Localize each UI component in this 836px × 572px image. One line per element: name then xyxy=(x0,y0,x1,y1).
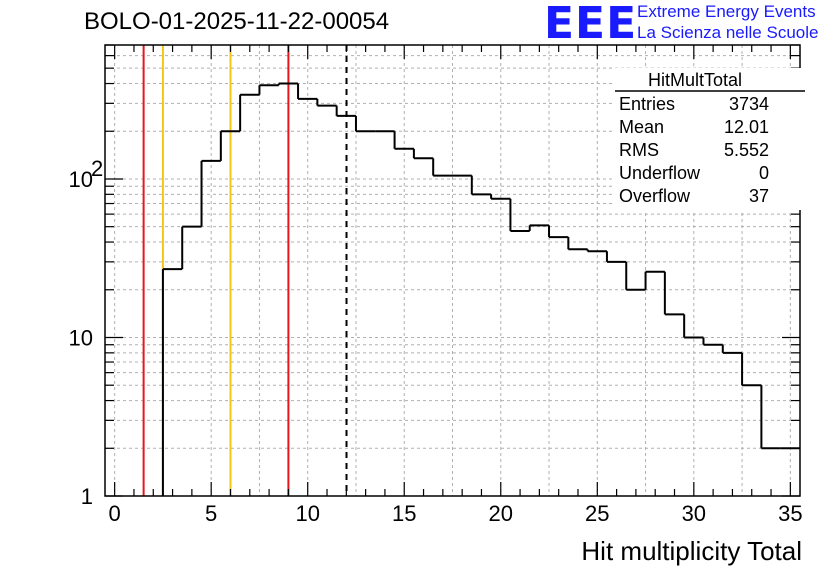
logo-subtitle-1: Extreme Energy Events xyxy=(637,2,816,21)
x-tick-label: 15 xyxy=(392,501,416,526)
x-tick-label: 35 xyxy=(778,501,802,526)
plot-frame xyxy=(104,44,801,497)
stats-label: Overflow xyxy=(619,186,691,206)
stats-value: 5.552 xyxy=(724,140,769,160)
eee-logo: EEE xyxy=(544,0,638,49)
y-tick-label: 10 xyxy=(69,325,93,350)
x-axis-label: Hit multiplicity Total xyxy=(581,536,802,566)
y-tick-label: 1 xyxy=(81,484,93,509)
y-tick-label: 10 xyxy=(69,167,93,192)
x-tick-label: 5 xyxy=(205,501,217,526)
stats-label: Mean xyxy=(619,117,664,137)
logo-subtitle-2: La Scienza nelle Scuole xyxy=(637,23,819,42)
stats-value: 12.01 xyxy=(724,117,769,137)
x-tick-label: 20 xyxy=(489,501,513,526)
x-tick-label: 30 xyxy=(682,501,706,526)
chart-title: BOLO-01-2025-11-22-00054 xyxy=(84,8,390,35)
stats-label: Entries xyxy=(619,94,675,114)
stats-box: HitMultTotal Entries 3734 Mean 12.01 RMS 5.552… xyxy=(613,68,805,210)
x-tick-label: 0 xyxy=(109,501,121,526)
stats-value: 0 xyxy=(759,163,769,183)
stats-label: Underflow xyxy=(619,163,701,183)
stats-label: RMS xyxy=(619,140,659,160)
x-tick-label: 10 xyxy=(295,501,319,526)
stats-value: 37 xyxy=(749,186,769,206)
histogram-marks xyxy=(142,45,800,496)
stats-box-name: HitMultTotal xyxy=(648,70,742,90)
y-tick-exponent: 2 xyxy=(91,156,103,181)
x-tick-label: 25 xyxy=(585,501,609,526)
stats-value: 3734 xyxy=(729,94,769,114)
